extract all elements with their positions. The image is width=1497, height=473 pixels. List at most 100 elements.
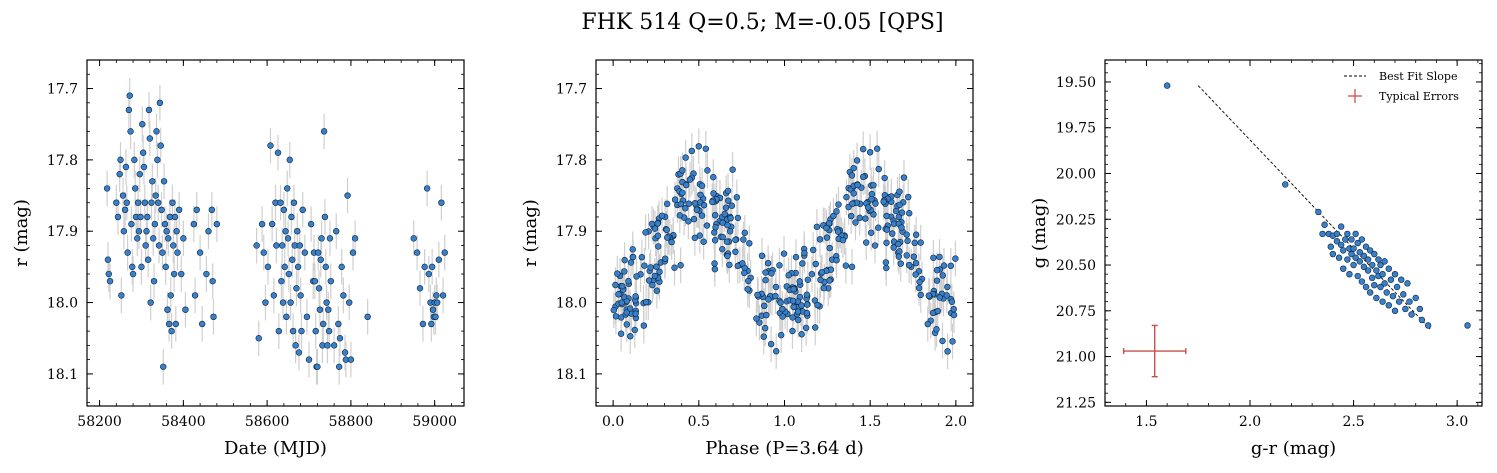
data-point: [150, 277, 158, 285]
data-point: [898, 209, 906, 216]
data-point: [264, 263, 272, 271]
data-point: [709, 198, 716, 206]
data-point: [292, 342, 299, 349]
data-point: [144, 213, 151, 221]
data-point: [872, 200, 879, 207]
best-fit-line: [1197, 85, 1431, 330]
data-point: [296, 242, 303, 249]
data-point: [930, 254, 937, 261]
data-point: [645, 277, 653, 284]
data-point: [712, 224, 719, 231]
data-point: [897, 260, 904, 267]
data-point: [283, 313, 290, 321]
legend-label-best-fit: Best Fit Slope: [1379, 70, 1457, 83]
data-point: [146, 135, 154, 142]
data-point: [155, 199, 162, 206]
data-point: [625, 277, 632, 285]
data-point: [732, 236, 739, 244]
data-point: [1319, 230, 1326, 238]
data-point: [1404, 280, 1411, 287]
data-point: [792, 253, 800, 261]
data-point: [896, 248, 903, 255]
y-axis-label: r (mag): [11, 199, 32, 267]
data-point: [349, 249, 357, 256]
data-point: [165, 235, 172, 242]
data-point: [723, 238, 731, 245]
data-point: [702, 145, 710, 152]
data-point: [712, 211, 719, 219]
data-point: [311, 277, 319, 285]
data-point: [129, 270, 137, 278]
data-point: [167, 292, 174, 299]
data-point: [273, 242, 280, 249]
data-point: [320, 128, 328, 135]
data-point: [758, 252, 766, 260]
data-point: [258, 220, 266, 228]
data-point: [653, 263, 660, 270]
data-point: [724, 187, 732, 195]
data-point: [833, 208, 840, 215]
data-point: [1418, 316, 1426, 324]
data-point: [671, 264, 678, 271]
data-point: [724, 221, 731, 229]
data-point: [794, 308, 802, 315]
data-point: [789, 314, 796, 321]
data-point: [728, 202, 736, 209]
data-point: [1377, 261, 1384, 269]
data-point: [1350, 245, 1357, 252]
data-point: [804, 276, 812, 283]
data-point: [862, 215, 869, 222]
data-point: [118, 292, 125, 299]
data-point: [761, 324, 769, 332]
data-point: [703, 222, 711, 229]
data-point: [621, 268, 628, 275]
data-point: [1395, 298, 1403, 305]
data-point: [171, 213, 179, 221]
y-tick-label: 18.1: [556, 367, 587, 383]
data-point: [134, 199, 142, 206]
y-tick-label: 18.0: [556, 296, 587, 312]
data-point: [209, 277, 216, 285]
data-point: [664, 234, 671, 241]
data-point: [739, 260, 746, 267]
data-point: [1321, 221, 1328, 228]
data-point: [762, 276, 769, 284]
data-point: [700, 201, 708, 209]
data-point: [262, 299, 269, 306]
data-point: [305, 356, 313, 363]
data-point: [125, 106, 133, 114]
data-point: [316, 306, 324, 313]
data-point: [1337, 241, 1345, 249]
data-point: [642, 229, 649, 236]
data-point: [676, 212, 684, 219]
data-point: [812, 324, 819, 331]
data-point: [654, 220, 661, 227]
data-point: [799, 260, 806, 267]
data-point: [1335, 254, 1343, 261]
data-point: [160, 363, 167, 370]
data-point: [906, 210, 913, 217]
data-point: [933, 277, 941, 284]
data-point: [104, 256, 112, 263]
data-point: [848, 263, 856, 271]
data-point: [169, 199, 176, 206]
data-point: [900, 174, 908, 181]
y-tick-label: 18.1: [47, 367, 78, 383]
data-point: [895, 240, 902, 248]
data-point: [649, 281, 656, 289]
data-point: [767, 340, 775, 348]
data-point: [823, 234, 831, 241]
data-point: [315, 285, 323, 292]
y-tick-label: 17.8: [47, 153, 78, 169]
data-point: [779, 305, 786, 313]
data-point: [682, 205, 689, 212]
data-point: [1344, 230, 1351, 238]
data-point: [413, 249, 421, 256]
data-point: [677, 200, 685, 208]
data-point: [159, 249, 166, 256]
data-point: [1354, 272, 1361, 280]
axes-frame: [1104, 59, 1483, 407]
data-point: [298, 327, 305, 335]
x-tick-label: 1.5: [1135, 414, 1157, 430]
